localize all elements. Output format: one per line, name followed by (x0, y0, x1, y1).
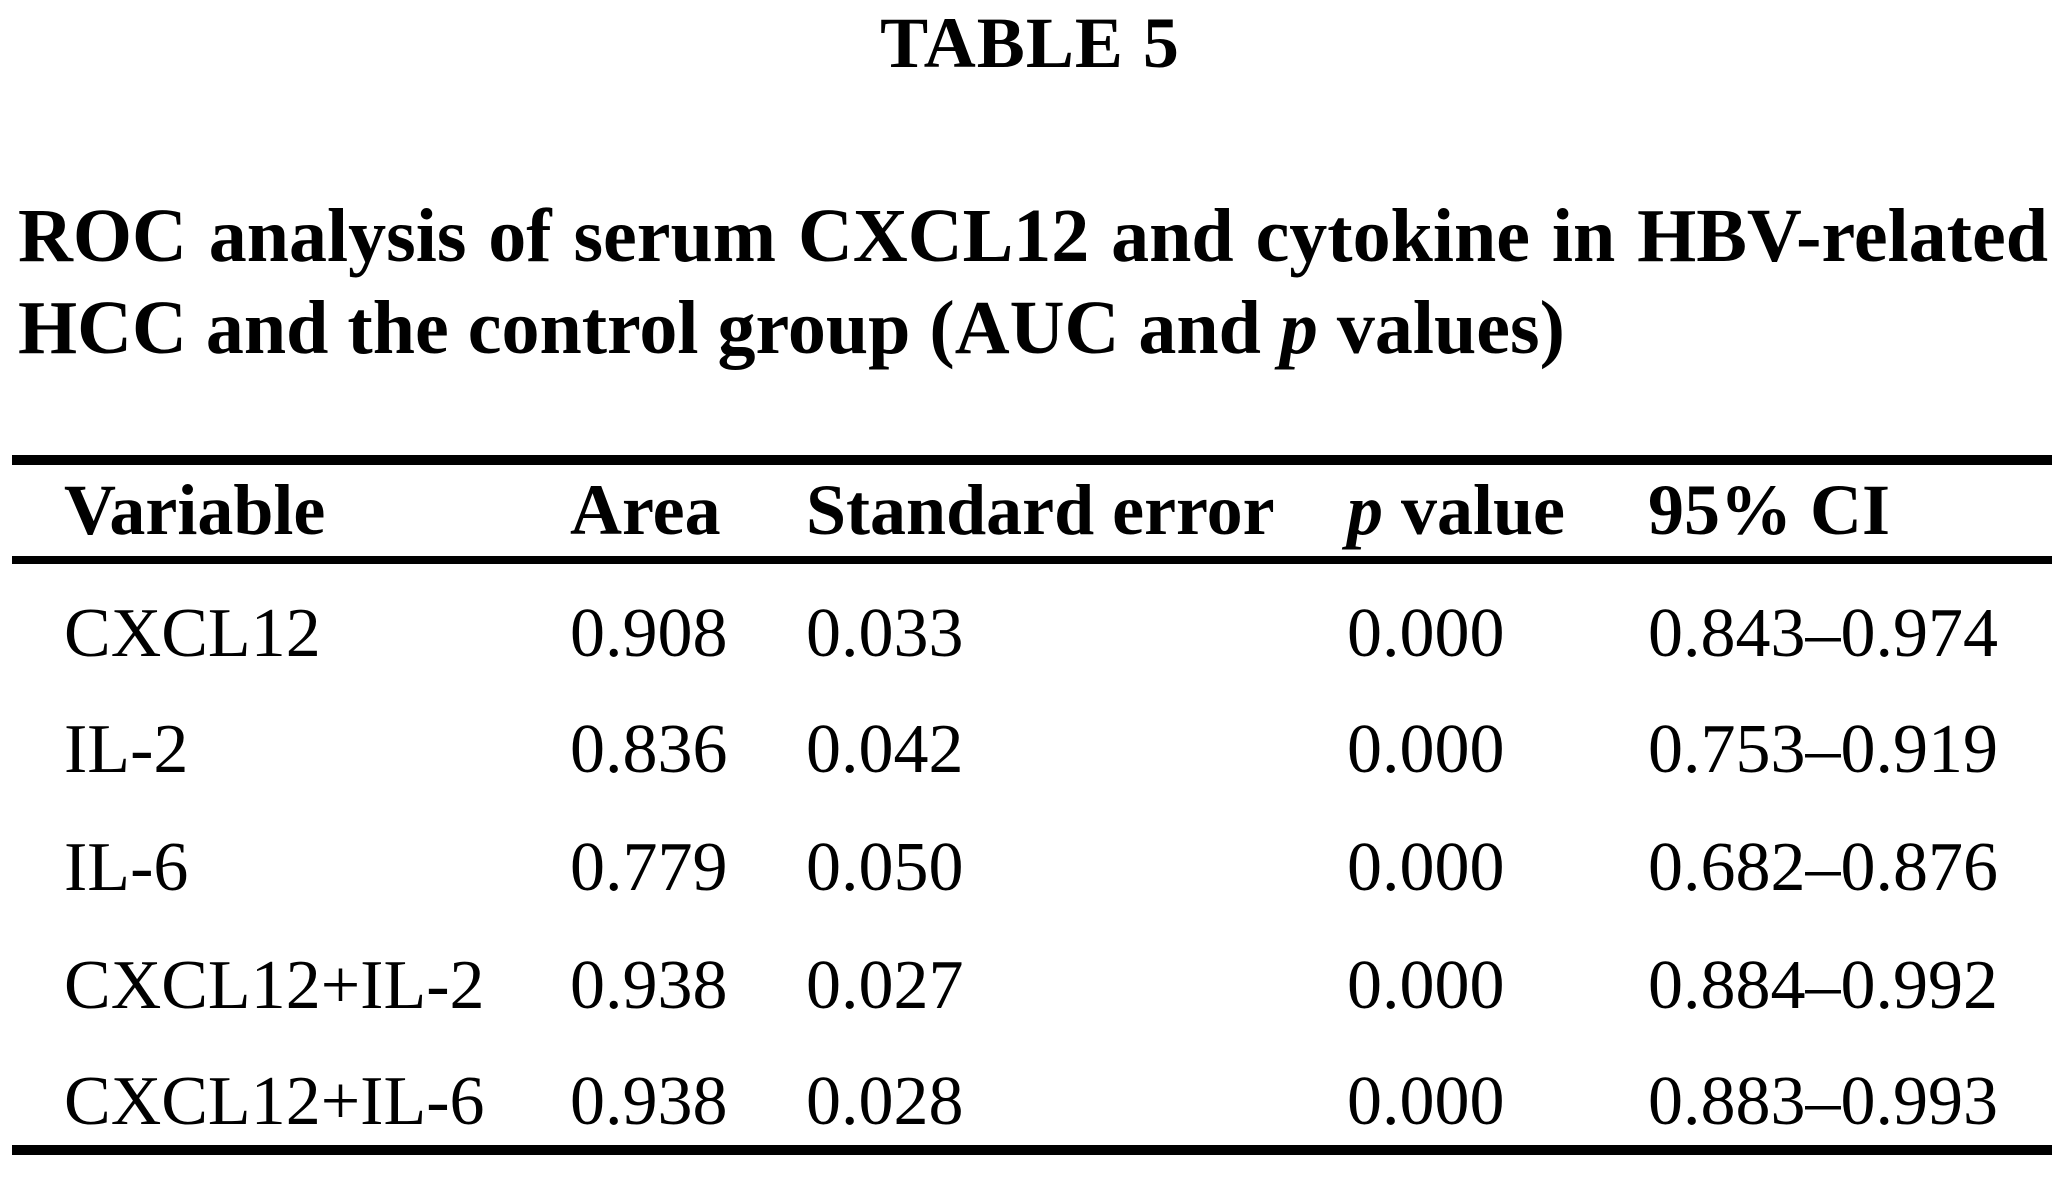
roc-analysis-table: Variable Area Standard error p value 95%… (12, 455, 2052, 1155)
col-header-area: Area (570, 460, 806, 564)
cell-area: 0.836 (570, 711, 728, 788)
table-row: CXCL12+IL-6 0.938 0.028 0.000 0.883–0.99… (12, 1032, 2052, 1150)
cell-standard-error: 0.033 (806, 595, 964, 672)
p-value-label-tail: value (1383, 470, 1566, 550)
cell-p-value: 0.000 (1347, 595, 1505, 672)
header-row: Variable Area Standard error p value 95%… (12, 460, 2052, 564)
cell-variable: CXCL12+IL-2 (64, 947, 485, 1024)
cell-95-ci: 0.753–0.919 (1648, 711, 1998, 788)
table-row: CXCL12 0.908 0.033 0.000 0.843–0.974 (12, 560, 2052, 678)
table-number: TABLE 5 (880, 3, 1180, 83)
table-caption: ROC analysis of serum CXCL12 and cytokin… (18, 190, 2048, 374)
caption-line-2: HCC and the control group (AUC and p val… (18, 282, 2048, 374)
cell-standard-error: 0.028 (806, 1062, 964, 1140)
cell-standard-error: 0.050 (806, 829, 964, 906)
cell-p-value: 0.000 (1347, 1062, 1505, 1140)
cell-variable: CXCL12+IL-6 (64, 1062, 485, 1140)
table-row: IL-2 0.836 0.042 0.000 0.753–0.919 (12, 678, 2052, 796)
col-header-variable: Variable (12, 460, 570, 564)
col-header-95-ci: 95% CI (1648, 460, 2052, 564)
col-header-standard-error: Standard error (806, 460, 1347, 564)
cell-area: 0.938 (570, 1062, 728, 1140)
table-row: CXCL12+IL-2 0.938 0.027 0.000 0.884–0.99… (12, 914, 2052, 1032)
caption-line-2-text: HCC and the control group (AUC and (18, 286, 1280, 370)
cell-area: 0.908 (570, 595, 728, 672)
cell-95-ci: 0.843–0.974 (1648, 595, 1998, 672)
cell-variable: CXCL12 (64, 595, 321, 672)
cell-standard-error: 0.027 (806, 947, 964, 1024)
col-header-p-value: p value (1347, 460, 1648, 564)
cell-95-ci: 0.883–0.993 (1648, 1062, 1998, 1140)
cell-variable: IL-6 (64, 829, 189, 906)
cell-area: 0.938 (570, 947, 728, 1024)
table-row: IL-6 0.779 0.050 0.000 0.682–0.876 (12, 796, 2052, 914)
cell-p-value: 0.000 (1347, 711, 1505, 788)
caption-line-2-tail: values) (1317, 286, 1565, 370)
cell-variable: IL-2 (64, 711, 189, 788)
caption-p-symbol: p (1279, 286, 1318, 370)
cell-95-ci: 0.682–0.876 (1648, 829, 1998, 906)
cell-area: 0.779 (570, 829, 728, 906)
cell-95-ci: 0.884–0.992 (1648, 947, 1998, 1024)
caption-line-1: ROC analysis of serum CXCL12 and cytokin… (18, 194, 2048, 278)
cell-p-value: 0.000 (1347, 947, 1505, 1024)
cell-p-value: 0.000 (1347, 829, 1505, 906)
cell-standard-error: 0.042 (806, 711, 964, 788)
p-symbol: p (1347, 470, 1383, 550)
